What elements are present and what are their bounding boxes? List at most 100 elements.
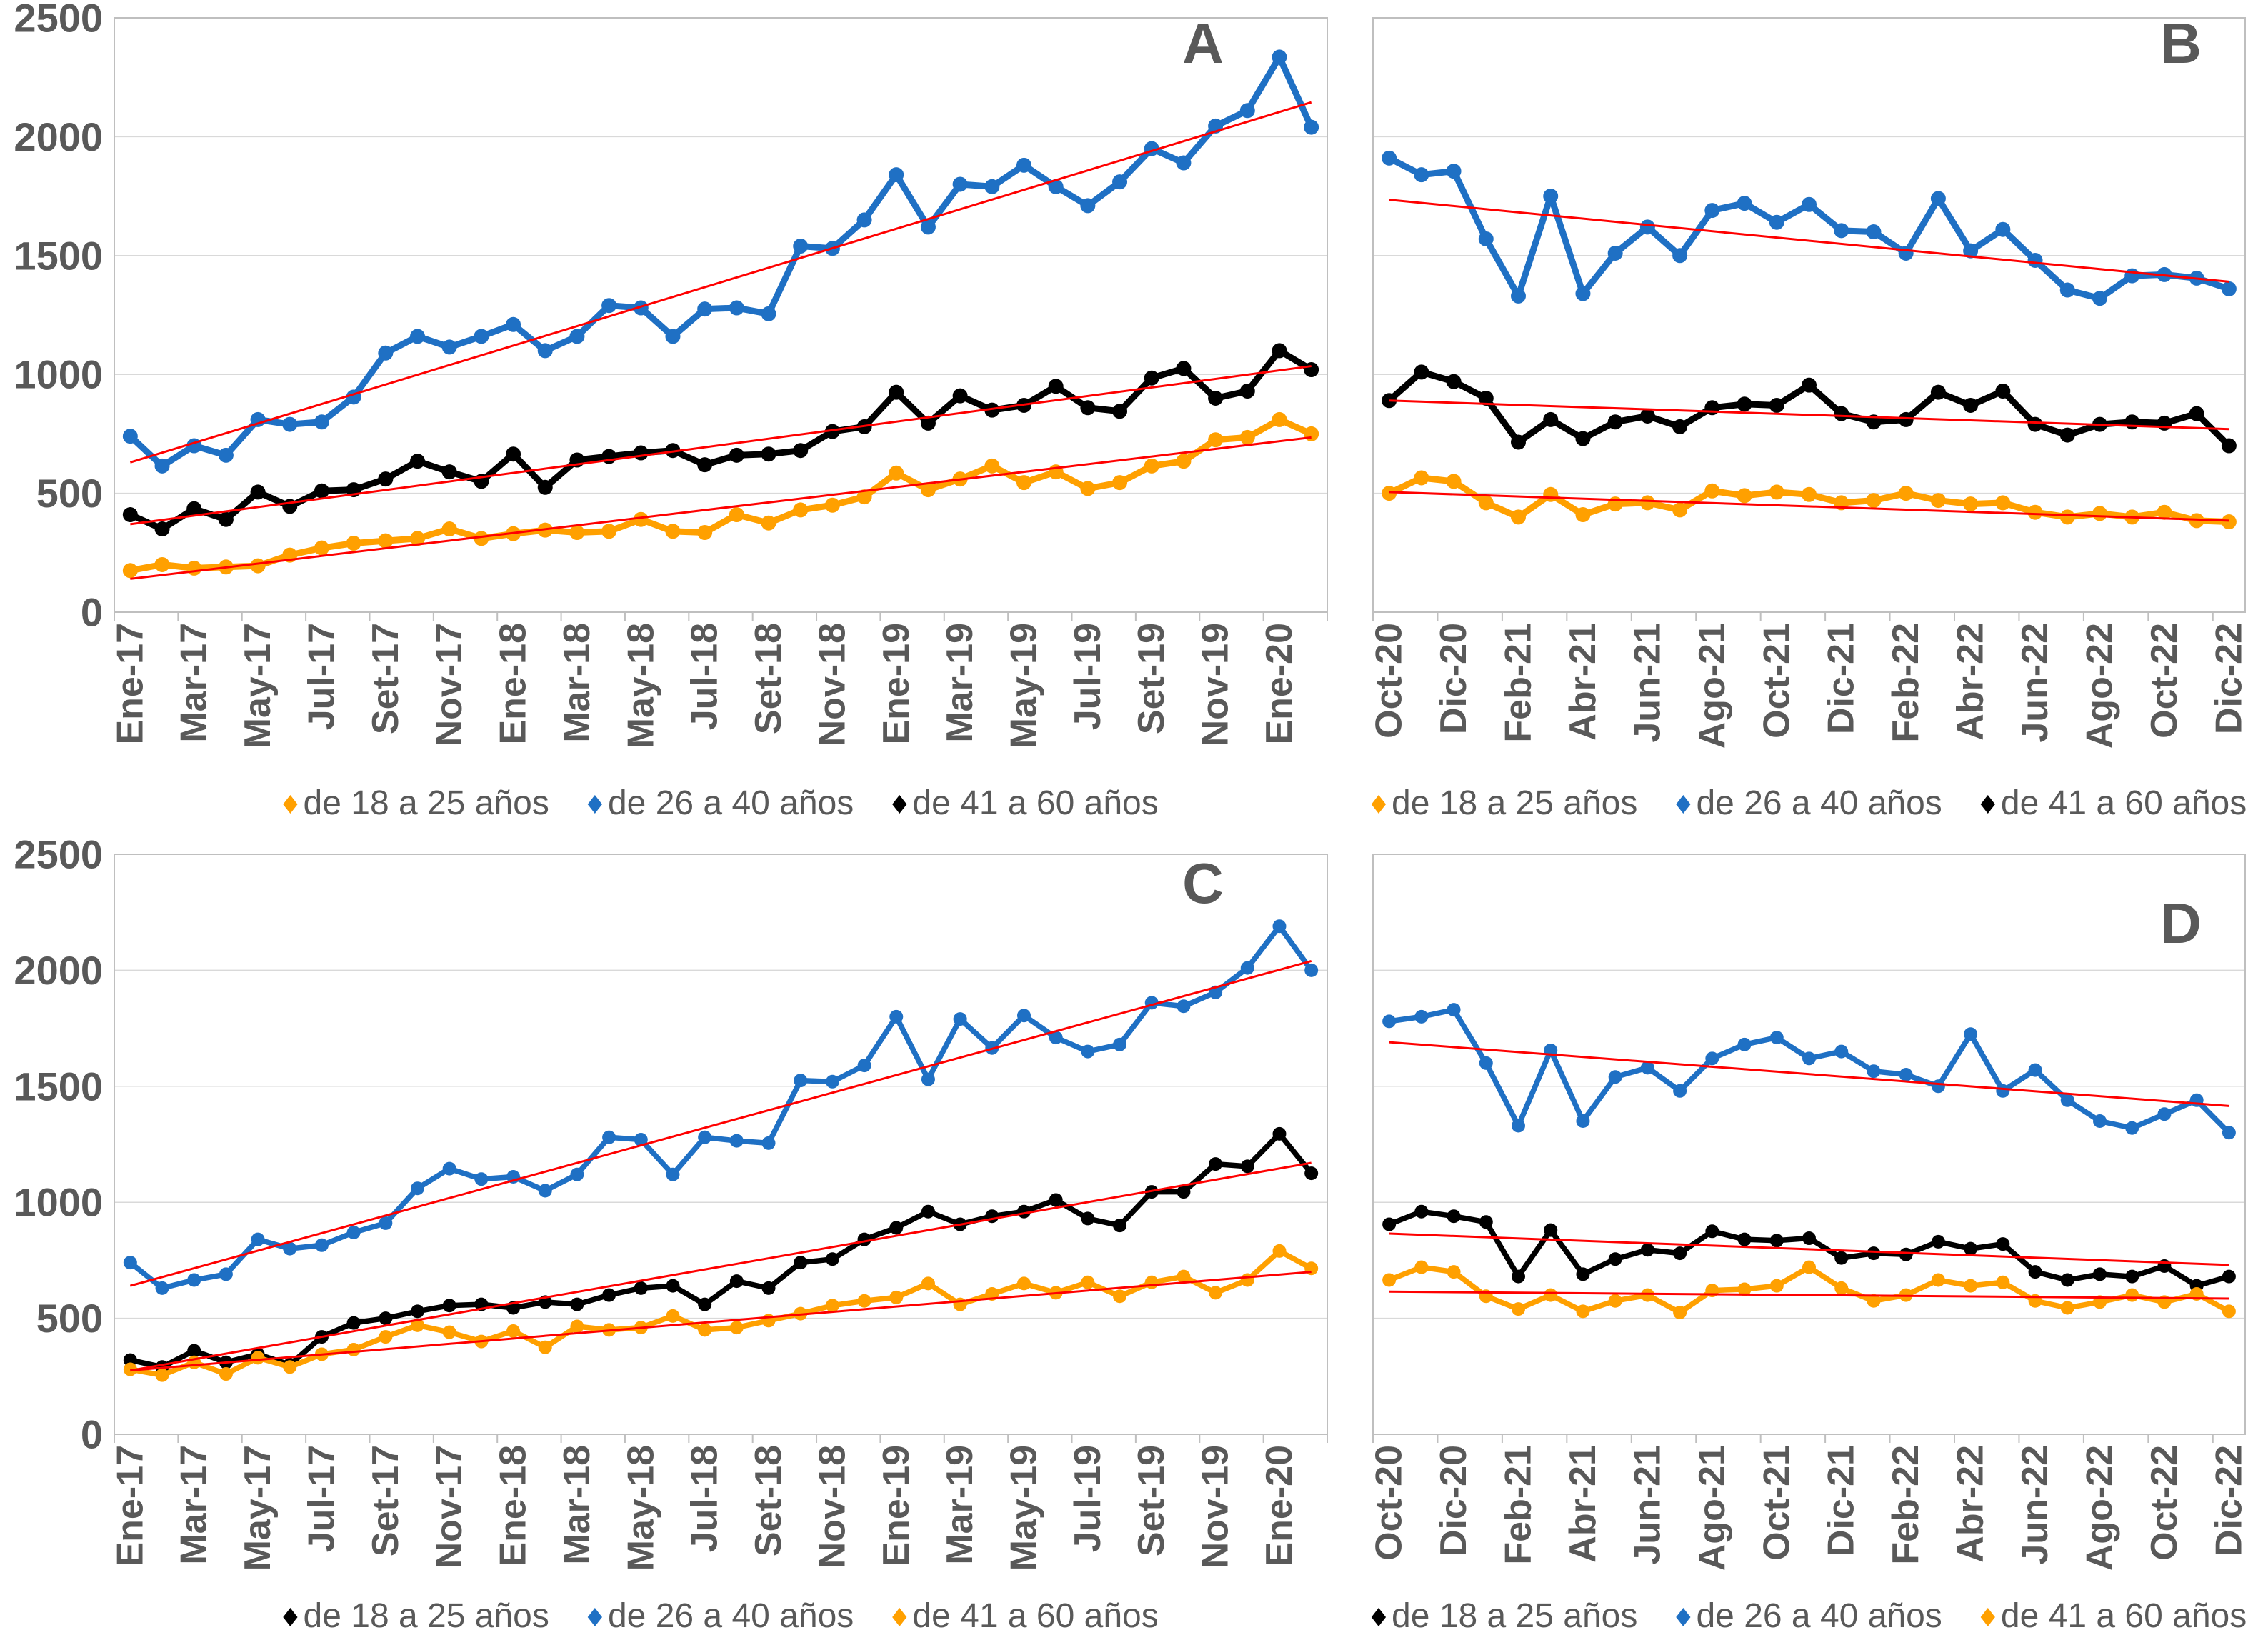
data-point	[2027, 416, 2043, 432]
data-point	[921, 1204, 935, 1219]
data-point	[889, 1290, 904, 1304]
data-point	[793, 443, 809, 459]
data-point	[1144, 370, 1159, 386]
data-point	[1048, 179, 1064, 194]
plot-border-C	[114, 854, 1328, 1435]
x-tick-label: Ene-20	[1259, 1445, 1300, 1567]
data-point	[2125, 1121, 2139, 1135]
data-point	[697, 301, 713, 317]
data-point	[698, 1323, 712, 1337]
data-point	[1544, 1223, 1558, 1237]
data-point	[2157, 1107, 2172, 1121]
trendline-orange	[130, 436, 1312, 580]
data-point	[1272, 1244, 1287, 1258]
y-tick-label: 1500	[14, 1064, 103, 1109]
legend-label: de 41 a 60 años	[2001, 1597, 2247, 1635]
data-point	[1673, 1084, 1687, 1098]
x-tick-label: Ago-22	[2079, 623, 2121, 749]
panel-letter-B: B	[2160, 11, 2202, 75]
data-point	[666, 1167, 680, 1181]
data-point	[1737, 396, 1752, 412]
data-point	[1081, 1211, 1095, 1226]
data-point	[1048, 379, 1064, 394]
data-point	[1447, 1003, 1461, 1017]
legend-label: de 41 a 60 años	[2001, 784, 2247, 822]
data-point	[1240, 1273, 1254, 1287]
data-point	[1304, 1166, 1319, 1181]
data-point	[314, 414, 329, 430]
legend-marker-orange	[892, 1608, 907, 1626]
data-point	[1112, 404, 1128, 419]
x-tick-label: Ago-22	[2079, 1445, 2121, 1571]
data-point	[1899, 1068, 1913, 1082]
data-point	[633, 511, 649, 527]
data-point	[1382, 486, 1397, 501]
data-point	[441, 521, 457, 537]
data-point	[1414, 1260, 1429, 1274]
data-point	[314, 483, 329, 499]
data-point	[1996, 1237, 2010, 1251]
data-point	[1639, 219, 1655, 235]
data-point	[1239, 103, 1255, 119]
data-point	[1177, 1185, 1191, 1199]
x-tick-label: Dic-21	[1821, 1445, 1862, 1556]
x-tick-label: May-18	[620, 623, 661, 749]
data-point	[761, 515, 776, 531]
data-point	[1081, 1044, 1095, 1059]
data-point	[2059, 509, 2075, 525]
x-tick-label: Nov-18	[811, 1445, 853, 1569]
y-tick-label: 2500	[14, 832, 103, 877]
data-point	[379, 1216, 393, 1230]
x-tick-label: Set-17	[365, 1445, 406, 1556]
data-point	[186, 501, 202, 516]
data-point	[2222, 1269, 2236, 1284]
data-point	[666, 1279, 680, 1293]
data-point	[2028, 1063, 2042, 1077]
data-point	[1672, 502, 1688, 518]
data-point	[1964, 1241, 1978, 1256]
data-point	[2124, 268, 2140, 284]
data-point	[2092, 506, 2107, 521]
legend-label: de 26 a 40 años	[608, 1597, 854, 1635]
data-point	[1672, 419, 1688, 434]
data-point	[697, 525, 713, 541]
data-point	[1996, 1275, 2010, 1289]
data-point	[1995, 383, 2011, 399]
x-tick-label: Oct-21	[1756, 1445, 1797, 1561]
data-point	[1737, 1232, 1752, 1246]
legend-label: de 41 a 60 años	[912, 1597, 1158, 1635]
data-point	[1930, 384, 1946, 400]
data-point	[1737, 1037, 1752, 1051]
data-point	[537, 479, 553, 495]
legend-marker-black	[892, 795, 907, 814]
data-point	[474, 329, 489, 344]
data-point	[1414, 167, 1429, 183]
x-tick-label: Ago-21	[1692, 1445, 1733, 1571]
data-point	[952, 388, 968, 404]
data-point	[1511, 509, 1526, 525]
data-point	[346, 535, 361, 551]
data-point	[474, 531, 489, 546]
data-point	[219, 1367, 233, 1381]
x-tick-label: Ene-18	[493, 623, 534, 745]
data-point	[984, 402, 1000, 418]
plot-border-A	[114, 17, 1328, 613]
data-point	[984, 179, 1000, 194]
x-tick-label: Abr-21	[1562, 1445, 1604, 1563]
data-point	[186, 560, 202, 576]
x-tick-label: Ene-17	[109, 623, 151, 745]
data-point	[1478, 390, 1494, 406]
y-tick-label: 500	[36, 471, 103, 516]
data-point	[920, 482, 936, 498]
series-line-blue	[127, 923, 1314, 1291]
data-point	[2189, 406, 2204, 421]
trendline-orange	[1389, 491, 2229, 522]
data-point	[1963, 496, 1979, 512]
data-point	[1272, 1126, 1287, 1141]
trendline-black	[1389, 399, 2229, 431]
data-point	[410, 531, 425, 546]
data-point	[1239, 383, 1255, 399]
data-point	[1447, 1209, 1461, 1224]
data-point	[1672, 248, 1688, 264]
